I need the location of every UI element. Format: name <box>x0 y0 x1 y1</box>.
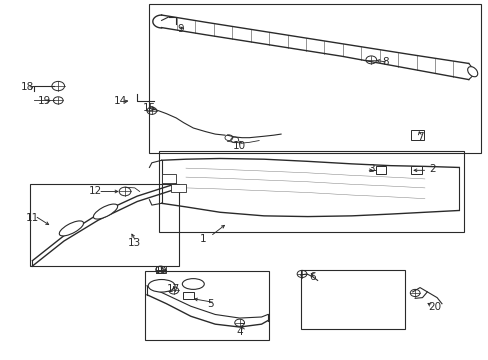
Ellipse shape <box>182 279 204 289</box>
Text: 1: 1 <box>199 234 206 244</box>
Text: 11: 11 <box>26 213 39 222</box>
Bar <box>144 271 268 339</box>
Bar <box>410 130 424 140</box>
Text: 15: 15 <box>142 103 156 113</box>
Ellipse shape <box>93 204 118 219</box>
Bar <box>161 174 176 183</box>
Text: 7: 7 <box>416 132 423 142</box>
Bar <box>159 151 463 232</box>
Text: 8: 8 <box>382 57 388 67</box>
Text: 4: 4 <box>236 327 243 337</box>
Text: 9: 9 <box>178 24 184 35</box>
Ellipse shape <box>148 279 175 292</box>
Bar <box>300 270 405 329</box>
Text: 3: 3 <box>367 164 374 174</box>
Bar <box>183 292 193 300</box>
Bar <box>375 166 386 174</box>
Text: 6: 6 <box>309 272 315 282</box>
Text: 5: 5 <box>206 299 213 309</box>
Bar <box>149 4 480 153</box>
Ellipse shape <box>467 67 477 77</box>
Text: 18: 18 <box>21 82 34 92</box>
Ellipse shape <box>59 221 83 236</box>
Text: 13: 13 <box>128 238 141 248</box>
Bar <box>410 166 421 174</box>
Bar <box>171 184 185 192</box>
Text: 2: 2 <box>428 164 435 174</box>
Text: 14: 14 <box>113 96 126 106</box>
Text: 12: 12 <box>89 186 102 196</box>
Text: 16: 16 <box>155 266 168 276</box>
Text: 19: 19 <box>38 96 51 106</box>
Text: 20: 20 <box>427 302 440 312</box>
Text: 10: 10 <box>233 141 245 151</box>
Bar <box>30 184 178 266</box>
Text: 17: 17 <box>167 284 180 294</box>
